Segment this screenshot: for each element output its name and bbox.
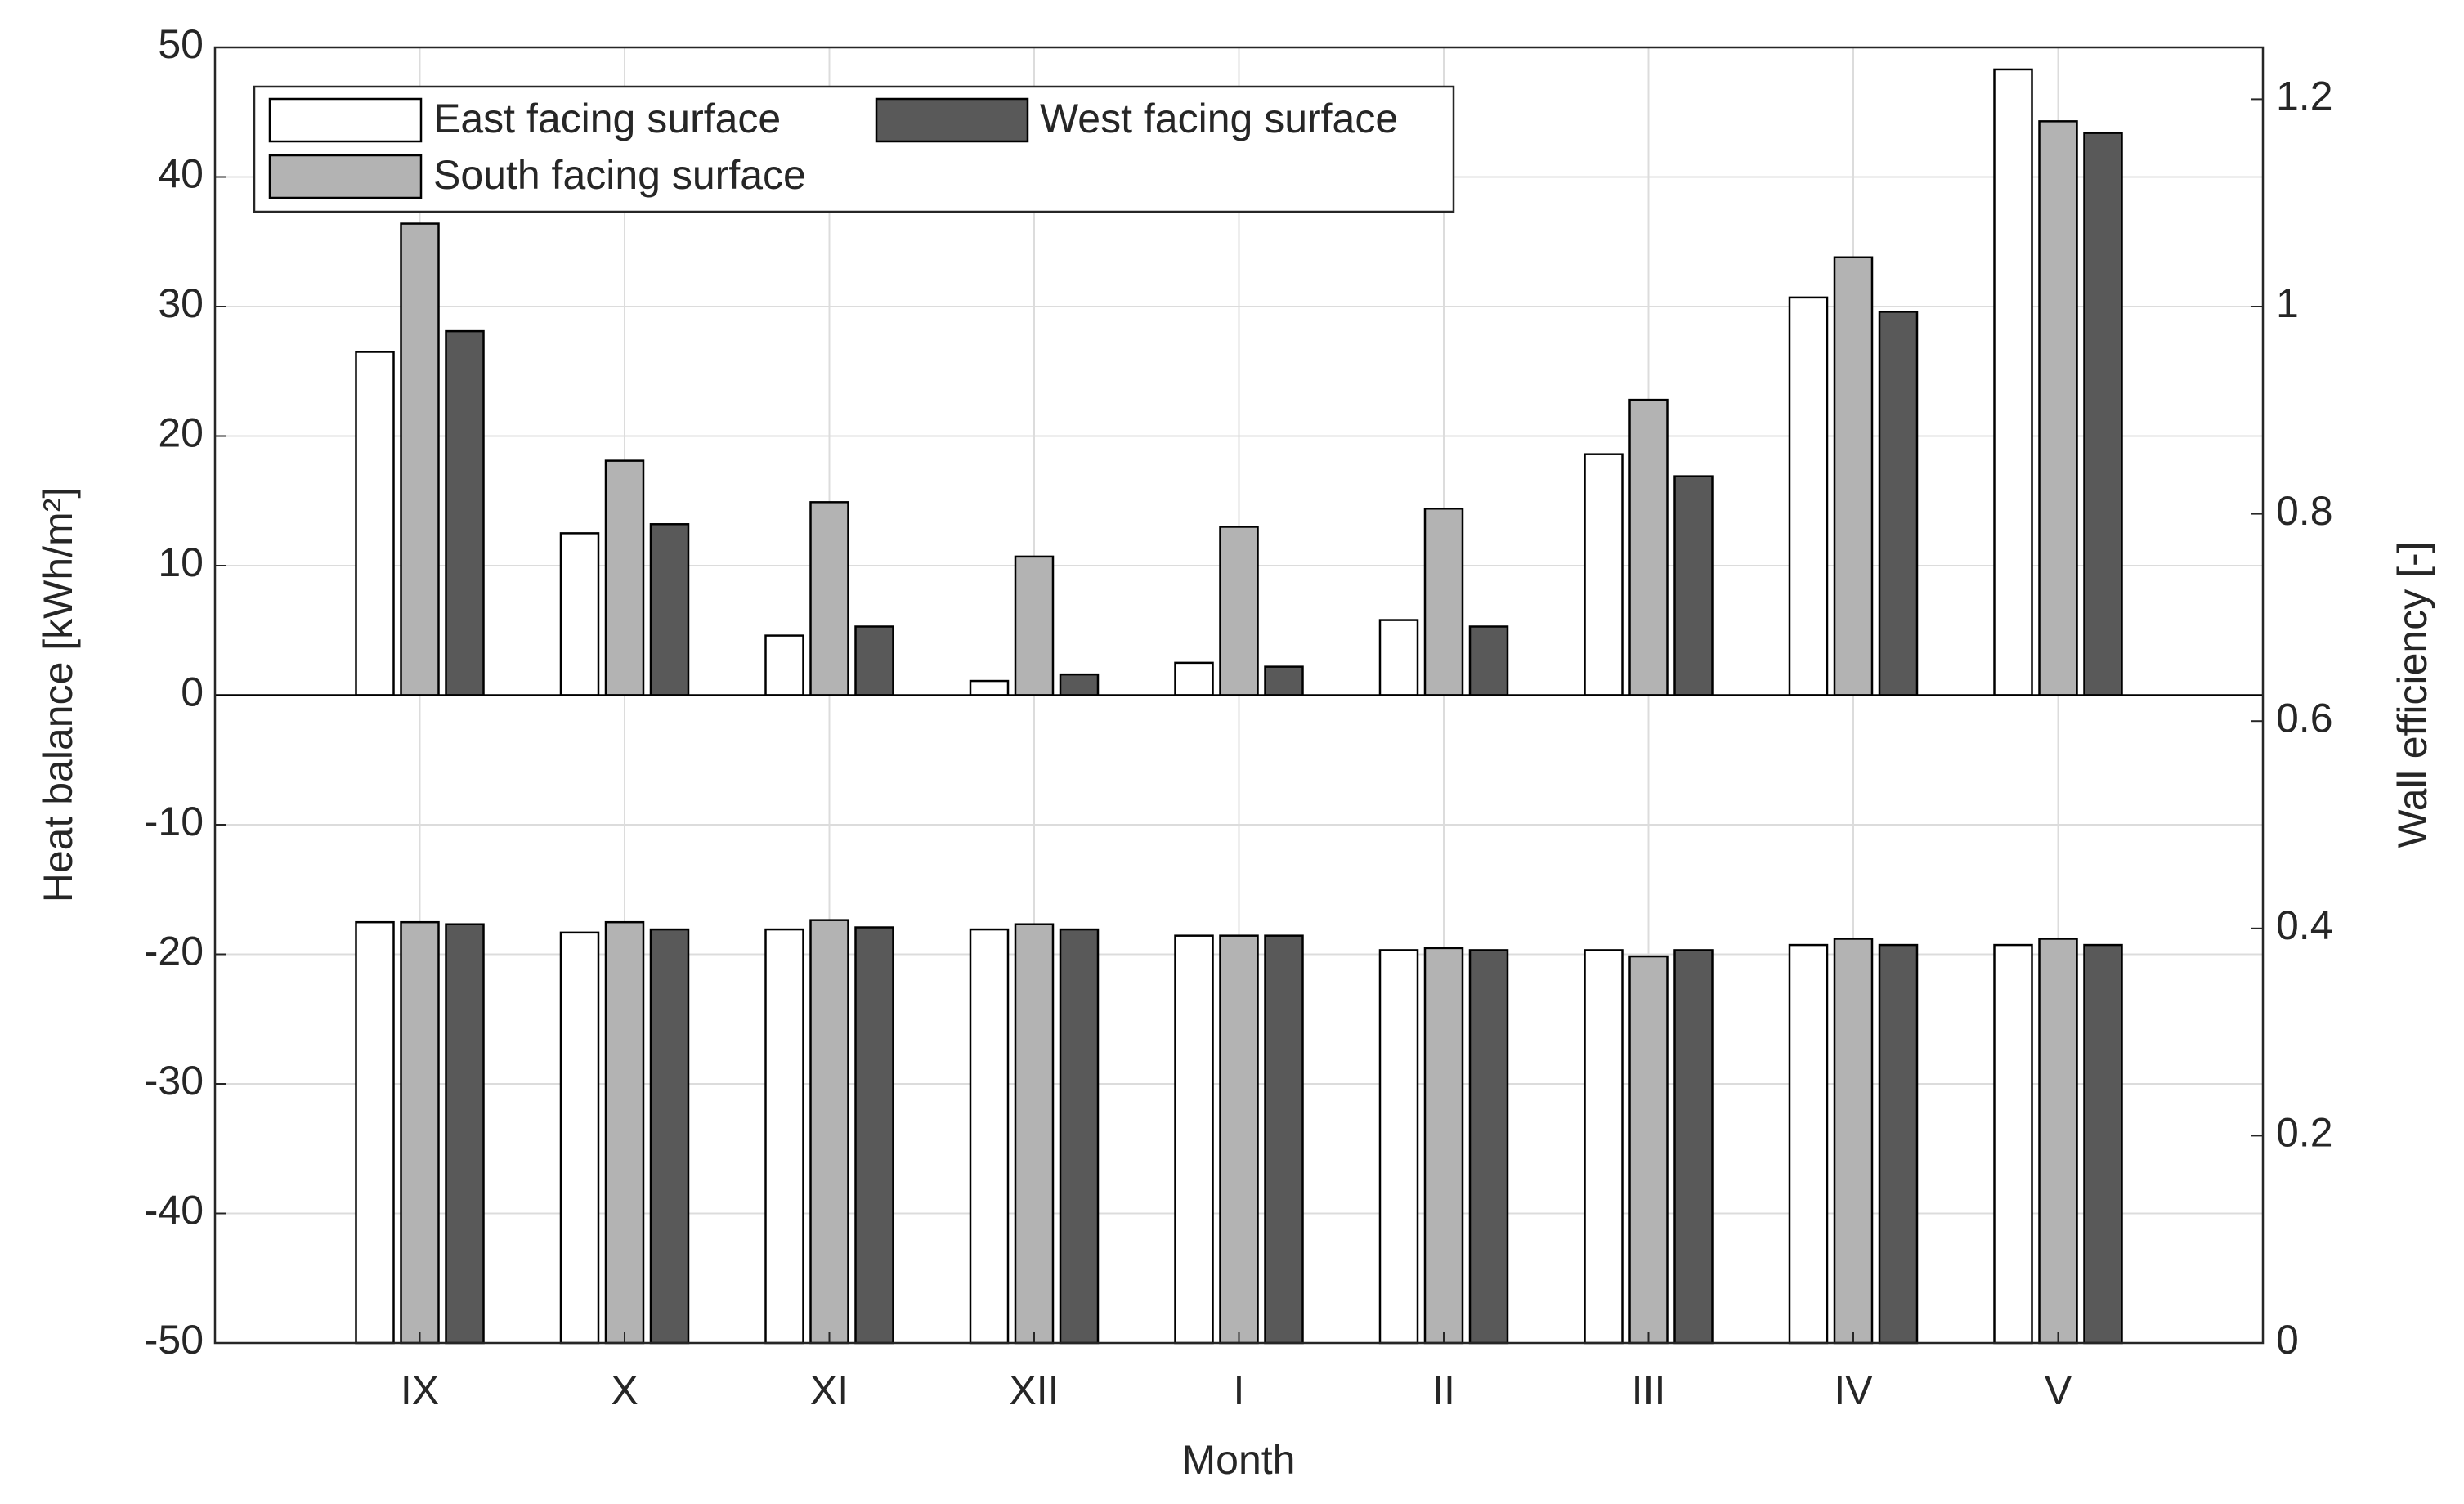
bar — [604, 459, 645, 696]
y-tick-label: -50 — [145, 1317, 204, 1363]
bar — [1059, 673, 1100, 696]
bar — [1264, 665, 1304, 696]
efficiency-bar — [809, 919, 849, 1345]
efficiency-bar — [355, 920, 395, 1345]
efficiency-bar — [1788, 943, 1829, 1345]
efficiency-bar — [559, 931, 600, 1345]
bar — [649, 523, 690, 696]
y2-tick-label: 0.2 — [2276, 1110, 2333, 1156]
x-tick-label: I — [1234, 1367, 1245, 1413]
y-tick-label: 40 — [158, 151, 204, 197]
x-tick-label: XII — [1009, 1367, 1059, 1413]
y2-tick-label: 0.4 — [2276, 902, 2333, 948]
bar — [1878, 311, 1919, 696]
bar — [1628, 398, 1669, 696]
efficiency-bar — [1584, 949, 1624, 1345]
bar — [1788, 296, 1829, 696]
efficiency-bar — [604, 920, 645, 1345]
efficiency-bar — [1468, 949, 1509, 1345]
bar — [1833, 256, 1874, 696]
y-tick-label: 50 — [158, 21, 204, 67]
bar — [854, 625, 894, 696]
y2-tick-label: 1.2 — [2276, 74, 2333, 119]
efficiency-bar — [764, 928, 804, 1345]
efficiency-bar — [1378, 949, 1419, 1345]
y-axis-label: Heat balance [kWh/m²] — [35, 487, 81, 903]
x-tick-label: II — [1432, 1367, 1455, 1413]
bar — [559, 532, 600, 696]
y-tick-label: -40 — [145, 1188, 204, 1233]
legend-label: East facing surface — [433, 96, 781, 141]
efficiency-bar — [854, 926, 894, 1345]
y-tick-label: 20 — [158, 410, 204, 456]
y2-tick-label: 0 — [2276, 1317, 2299, 1363]
efficiency-bar — [1219, 934, 1259, 1345]
bar — [355, 351, 395, 696]
bar — [1673, 475, 1714, 696]
bar — [1468, 625, 1509, 696]
efficiency-bar — [1174, 934, 1214, 1345]
y-tick-label: 10 — [158, 539, 204, 585]
y-tick-label: -10 — [145, 799, 204, 844]
y2-tick-label: 0.8 — [2276, 488, 2333, 534]
legend-swatch — [268, 97, 423, 143]
efficiency-bar — [400, 920, 440, 1345]
efficiency-bar — [1673, 949, 1714, 1345]
x-tick-label: IX — [401, 1367, 439, 1413]
x-tick-label: III — [1632, 1367, 1666, 1413]
bar — [2083, 132, 2123, 696]
y-tick-label: -30 — [145, 1058, 204, 1103]
bar — [809, 501, 849, 696]
bar — [2038, 120, 2078, 696]
y-tick-label: 0 — [181, 669, 204, 715]
efficiency-bar — [2083, 943, 2123, 1345]
y-tick-label: 30 — [158, 280, 204, 326]
legend-label: West facing surface — [1040, 96, 1398, 141]
y2-axis-label: Wall efficiency [-] — [2390, 541, 2435, 848]
x-tick-label: X — [611, 1367, 638, 1413]
bar — [400, 222, 440, 696]
x-tick-label: IV — [1834, 1367, 1873, 1413]
legend-box — [253, 85, 1455, 213]
bar — [1174, 661, 1214, 696]
legend-swatch — [875, 97, 1029, 143]
x-tick-label: V — [2045, 1367, 2072, 1413]
efficiency-bar — [649, 928, 690, 1345]
x-tick-label: XI — [810, 1367, 849, 1413]
bar — [1423, 508, 1464, 696]
y-tick-label: -20 — [145, 929, 204, 974]
efficiency-bar — [1628, 955, 1669, 1345]
efficiency-bar — [1993, 943, 2033, 1345]
efficiency-bar — [2038, 938, 2078, 1345]
y2-tick-label: 1 — [2276, 280, 2299, 326]
y2-tick-label: 0.6 — [2276, 695, 2333, 741]
bar — [1378, 619, 1419, 696]
efficiency-bar — [969, 928, 1010, 1345]
efficiency-bar — [1878, 943, 1919, 1345]
bar — [764, 634, 804, 696]
bar — [445, 329, 485, 696]
legend-swatch — [268, 154, 423, 199]
efficiency-bar — [1423, 947, 1464, 1345]
efficiency-bar — [445, 923, 485, 1345]
efficiency-bar — [1059, 928, 1100, 1345]
efficiency-bar — [1833, 938, 1874, 1345]
legend-label: South facing surface — [433, 152, 806, 198]
bar — [1993, 68, 2033, 696]
efficiency-bar — [1264, 934, 1304, 1345]
efficiency-bar — [1014, 923, 1055, 1345]
x-axis-label: Month — [1182, 1437, 1296, 1483]
bar — [1584, 453, 1624, 696]
bar — [969, 679, 1010, 696]
bar — [1014, 555, 1055, 696]
bar — [1219, 526, 1259, 696]
